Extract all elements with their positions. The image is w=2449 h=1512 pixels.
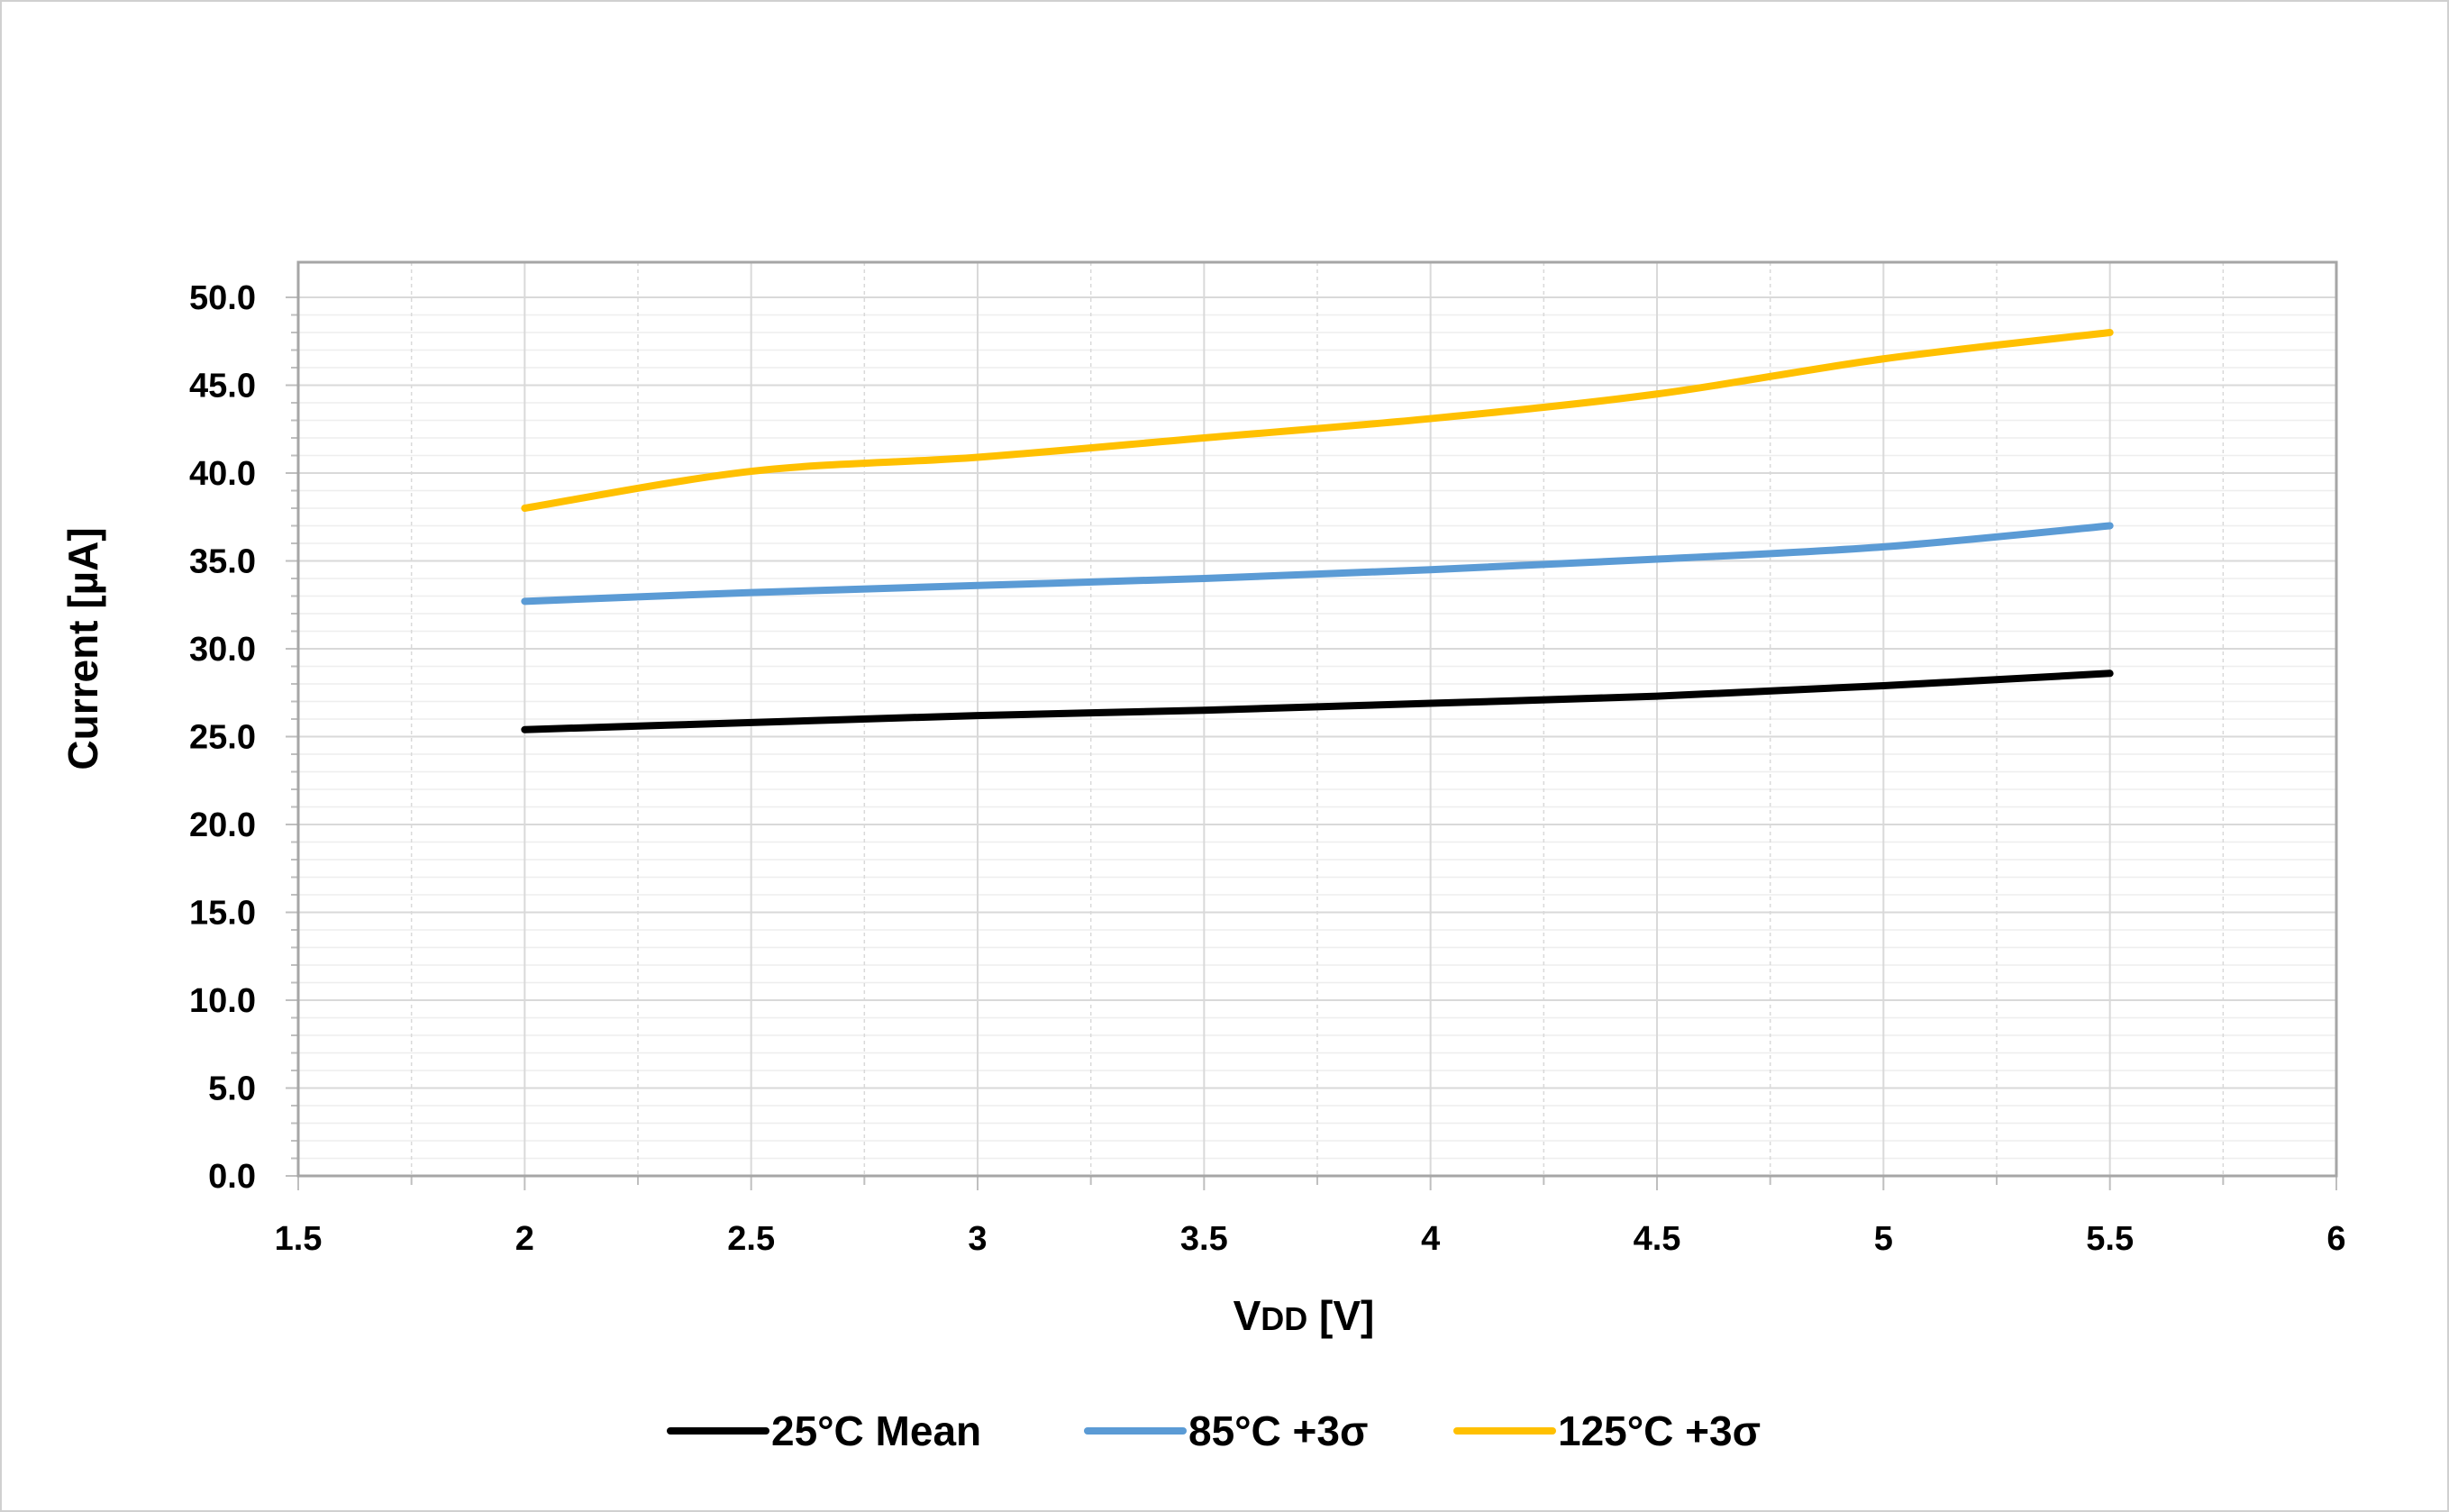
x-tick-label: 3.5	[1180, 1220, 1228, 1258]
y-tick-label: 20.0	[189, 806, 256, 844]
x-axis-title-main: V	[1234, 1292, 1261, 1339]
series-line-2	[521, 522, 2114, 606]
x-tick-labels: 1.5 2 2.5 3 3.5 4 4.5 5 5.5 6	[275, 1220, 2346, 1258]
x-tick-label: 4	[1421, 1220, 1440, 1258]
y-tick-label: 35.0	[189, 543, 256, 581]
plot-area-border	[296, 260, 2338, 1178]
legend-label-3: 125°C +3σ	[1558, 1407, 1761, 1454]
x-tick-label: 5	[1874, 1220, 1893, 1258]
series-lines	[521, 329, 2114, 733]
y-tick-label: 15.0	[189, 895, 256, 933]
x-tick-label: 3	[968, 1220, 987, 1258]
x-axis-title: VDD [V]	[1234, 1292, 1375, 1339]
y-tick-label: 30.0	[189, 631, 256, 669]
y-tick-label: 50.0	[189, 279, 256, 317]
x-axis-title-subscript: DD	[1261, 1300, 1307, 1337]
y-axis-title: Current [µA]	[59, 527, 106, 770]
y-tick-label: 10.0	[189, 982, 256, 1020]
legend-label-1: 25°C Mean	[771, 1407, 981, 1454]
legend: 25°C Mean 85°C +3σ 125°C +3σ	[667, 1407, 1761, 1454]
x-axis-title-unit: [V]	[1307, 1292, 1374, 1339]
y-tick-labels: 0.0 5.0 10.0 15.0 20.0 25.0 30.0 35.0 40.0 45.0 50…	[189, 279, 256, 1196]
grid	[297, 262, 2337, 1177]
series-line-1	[521, 669, 2114, 733]
x-tick-label: 4.5	[1634, 1220, 1681, 1258]
x-tick-label: 2	[515, 1220, 534, 1258]
legend-label-2: 85°C +3σ	[1188, 1407, 1368, 1454]
x-tick-label: 2.5	[727, 1220, 775, 1258]
y-tick-label: 45.0	[189, 368, 256, 405]
y-tick-label: 0.0	[208, 1158, 256, 1196]
x-tick-label: 1.5	[275, 1220, 323, 1258]
y-tick-label: 5.0	[208, 1070, 256, 1108]
y-tick-label: 25.0	[189, 719, 256, 757]
x-tick-label: 6	[2326, 1220, 2345, 1258]
x-tick-label: 5.5	[2086, 1220, 2134, 1258]
series-line-3	[521, 329, 2114, 512]
y-tick-label: 40.0	[189, 455, 256, 493]
